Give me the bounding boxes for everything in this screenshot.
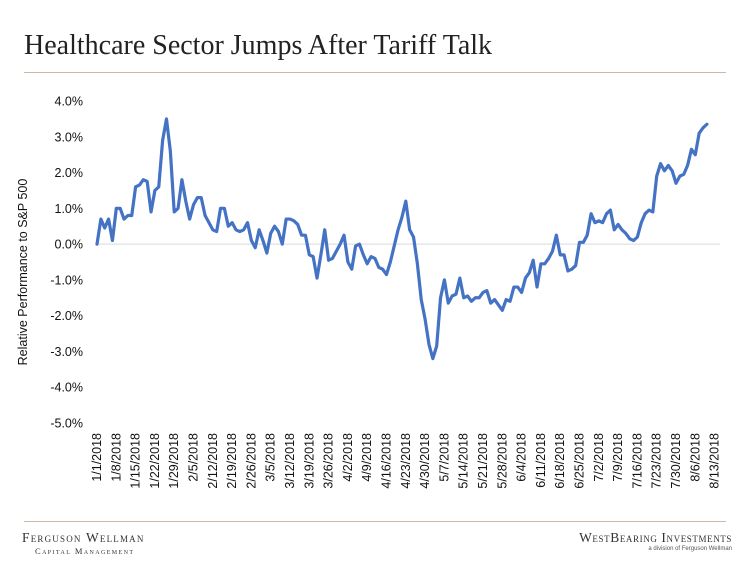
x-tick-label: 6/11/2018 (534, 433, 548, 488)
x-tick-label: 5/14/2018 (457, 433, 471, 489)
x-tick-label: 7/23/2018 (650, 433, 664, 489)
x-tick-label: 7/9/2018 (611, 433, 625, 482)
x-tick-label: 4/23/2018 (399, 433, 413, 489)
x-tick-label: 7/2/2018 (592, 433, 606, 482)
x-tick-label: 3/26/2018 (322, 433, 336, 489)
westbearing-tagline: a division of Ferguson Wellman (648, 546, 732, 552)
title-divider (24, 72, 726, 73)
capital-management-tagline: Capital Management (35, 546, 135, 556)
x-tick-label: 1/1/2018 (90, 433, 104, 482)
x-tick-label: 6/18/2018 (553, 433, 567, 489)
x-tick-label: 5/21/2018 (476, 433, 490, 489)
chart-title: Healthcare Sector Jumps After Tariff Tal… (24, 30, 493, 61)
x-tick-label: 4/9/2018 (360, 433, 374, 482)
x-tick-label: 3/12/2018 (283, 433, 297, 489)
x-tick-label: 3/19/2018 (302, 433, 316, 489)
x-tick-label: 4/16/2018 (380, 433, 394, 489)
x-tick-label: 5/28/2018 (495, 433, 509, 489)
x-tick-label: 7/16/2018 (630, 433, 644, 489)
y-tick-label: 3.0% (55, 130, 84, 144)
series-line-relative-performance (95, 117, 709, 361)
x-tick-label: 3/5/2018 (264, 433, 278, 482)
y-tick-label: -1.0% (50, 273, 83, 287)
x-tick-label: 8/6/2018 (688, 433, 702, 482)
ferguson-wellman-name: Ferguson Wellman (22, 530, 145, 545)
y-tick-label: -4.0% (50, 381, 83, 395)
x-tick-label: 1/15/2018 (129, 433, 143, 489)
westbearing-logo: WestBearing Investments a division of Fe… (579, 530, 732, 552)
x-tick-label: 2/12/2018 (206, 433, 220, 489)
x-tick-label: 4/2/2018 (341, 433, 355, 482)
line-chart: 4.0% 3.0% 2.0% 1.0% 0.0% -1.0% -2.0% -3.0% -4.0%… (50, 95, 722, 489)
x-tick-label: 1/29/2018 (167, 433, 181, 489)
y-tick-label: 1.0% (55, 202, 84, 216)
y-tick-label: -5.0% (50, 417, 83, 431)
x-tick-label: 7/30/2018 (669, 433, 683, 489)
y-tick-label: -3.0% (50, 345, 83, 359)
x-tick-label: 2/19/2018 (225, 433, 239, 489)
y-tick-label: 4.0% (55, 95, 84, 109)
x-tick-label: 6/25/2018 (573, 433, 587, 489)
y-axis-ticks: 4.0% 3.0% 2.0% 1.0% 0.0% -1.0% -2.0% -3.0% -4.0%… (50, 95, 83, 431)
x-tick-label: 6/4/2018 (515, 433, 529, 482)
ferguson-wellman-logo: Ferguson Wellman Capital Management (22, 530, 145, 556)
y-tick-label: 0.0% (55, 238, 84, 252)
y-axis-label: Relative Performance to S&P 500 (16, 178, 30, 366)
x-tick-label: 1/22/2018 (148, 433, 162, 489)
x-tick-label: 5/7/2018 (437, 433, 451, 482)
x-tick-label: 8/13/2018 (708, 433, 722, 489)
x-tick-label: 2/5/2018 (187, 433, 201, 482)
x-tick-label: 2/26/2018 (244, 433, 258, 489)
y-tick-label: -2.0% (50, 309, 83, 323)
x-tick-label: 4/30/2018 (418, 433, 432, 489)
y-tick-label: 2.0% (55, 166, 84, 180)
westbearing-name: WestBearing Investments (579, 530, 732, 545)
x-tick-label: 1/8/2018 (109, 433, 123, 482)
footer-divider (24, 521, 726, 522)
x-axis-ticks: 1/1/2018 1/8/2018 1/15/2018 1/22/2018 1/29/2… (90, 433, 722, 489)
